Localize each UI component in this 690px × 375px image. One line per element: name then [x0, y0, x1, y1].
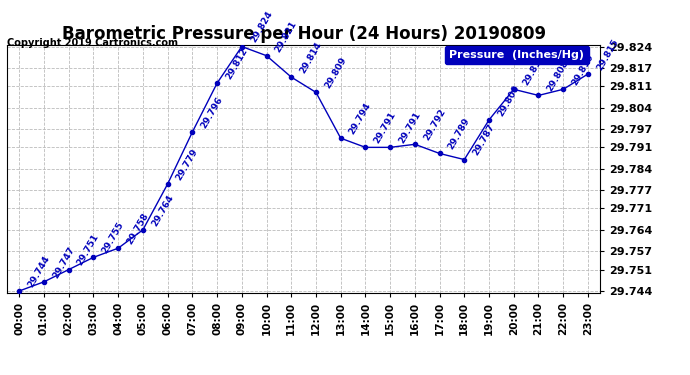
Legend: Pressure  (Inches/Hg): Pressure (Inches/Hg): [445, 46, 589, 64]
Pressure  (Inches/Hg): [559, 87, 567, 92]
Text: 29.758: 29.758: [125, 211, 150, 246]
Text: 29.810: 29.810: [521, 53, 546, 87]
Pressure  (Inches/Hg): [510, 87, 518, 92]
Pressure  (Inches/Hg): [362, 145, 370, 150]
Pressure  (Inches/Hg): [262, 54, 270, 58]
Pressure  (Inches/Hg): [213, 81, 221, 86]
Text: 29.796: 29.796: [199, 95, 224, 130]
Pressure  (Inches/Hg): [386, 145, 394, 150]
Title: Barometric Pressure per Hour (24 Hours) 20190809: Barometric Pressure per Hour (24 Hours) …: [61, 26, 546, 44]
Pressure  (Inches/Hg): [312, 90, 320, 94]
Text: 29.815: 29.815: [595, 37, 620, 72]
Pressure  (Inches/Hg): [584, 72, 592, 76]
Text: 29.751: 29.751: [76, 233, 101, 267]
Pressure  (Inches/Hg): [40, 279, 48, 284]
Text: 29.808: 29.808: [545, 59, 571, 93]
Pressure  (Inches/Hg): [287, 75, 295, 80]
Pressure  (Inches/Hg): [15, 289, 23, 293]
Pressure  (Inches/Hg): [65, 267, 73, 272]
Text: 29.779: 29.779: [175, 147, 200, 182]
Text: 29.744: 29.744: [26, 254, 52, 289]
Pressure  (Inches/Hg): [411, 142, 419, 147]
Text: 29.747: 29.747: [51, 245, 77, 280]
Pressure  (Inches/Hg): [435, 151, 444, 156]
Pressure  (Inches/Hg): [139, 228, 147, 232]
Pressure  (Inches/Hg): [114, 246, 122, 250]
Text: 29.755: 29.755: [100, 220, 126, 255]
Pressure  (Inches/Hg): [237, 44, 246, 49]
Text: 29.764: 29.764: [150, 193, 175, 228]
Text: 29.792: 29.792: [422, 107, 447, 142]
Pressure  (Inches/Hg): [485, 118, 493, 122]
Text: 29.814: 29.814: [298, 40, 324, 75]
Text: 29.824: 29.824: [248, 10, 274, 44]
Text: 29.821: 29.821: [273, 19, 299, 54]
Text: 29.789: 29.789: [446, 117, 472, 151]
Text: 29.794: 29.794: [348, 101, 373, 136]
Text: 29.810: 29.810: [570, 53, 595, 87]
Pressure  (Inches/Hg): [164, 182, 172, 186]
Pressure  (Inches/Hg): [534, 93, 542, 98]
Text: 29.809: 29.809: [323, 56, 348, 90]
Text: 29.791: 29.791: [373, 110, 397, 145]
Pressure  (Inches/Hg): [337, 136, 345, 141]
Text: 29.791: 29.791: [397, 110, 422, 145]
Pressure  (Inches/Hg): [89, 255, 97, 260]
Text: 29.800: 29.800: [496, 83, 521, 118]
Line: Pressure  (Inches/Hg): Pressure (Inches/Hg): [17, 45, 590, 293]
Text: 29.787: 29.787: [471, 123, 497, 158]
Text: Copyright 2019 Cartronics.com: Copyright 2019 Cartronics.com: [7, 38, 178, 48]
Pressure  (Inches/Hg): [460, 158, 469, 162]
Pressure  (Inches/Hg): [188, 130, 197, 134]
Text: 29.812: 29.812: [224, 46, 249, 81]
